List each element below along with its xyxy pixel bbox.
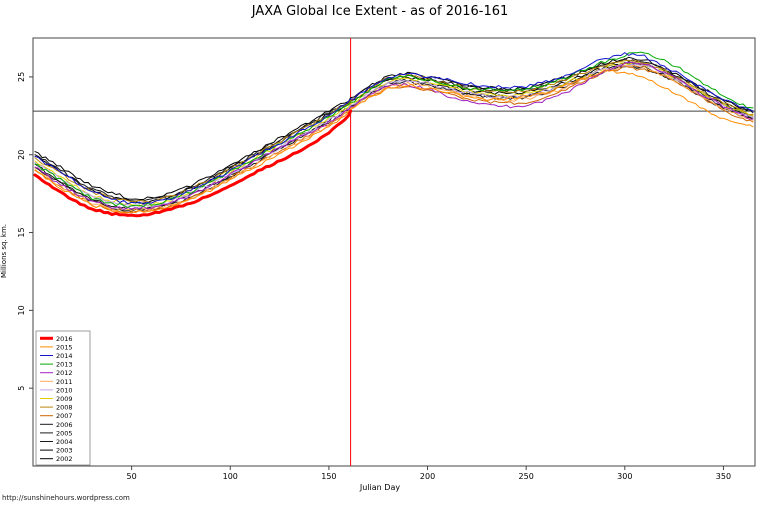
y-tick-label: 25: [17, 72, 26, 82]
legend-label-2016: 2016: [56, 335, 73, 343]
y-tick-label: 20: [17, 150, 26, 160]
legend-label-2004: 2004: [56, 438, 73, 446]
series-line-2004: [34, 58, 754, 202]
series-line-2011: [34, 64, 754, 212]
y-tick-label: 15: [17, 227, 26, 237]
x-tick-label: 250: [519, 472, 534, 481]
x-tick-label: 50: [127, 472, 137, 481]
legend-label-2012: 2012: [56, 369, 73, 377]
legend-label-2011: 2011: [56, 378, 73, 386]
legend-label-2003: 2003: [56, 447, 73, 455]
y-axis-label: Millions sq. km.: [0, 223, 8, 279]
legend-label-2008: 2008: [56, 404, 73, 412]
legend-label-2007: 2007: [56, 412, 73, 420]
legend-label-2010: 2010: [56, 386, 73, 394]
series-line-2012: [34, 61, 754, 211]
x-tick-label: 300: [617, 472, 632, 481]
y-tick-label: 10: [17, 305, 26, 315]
source-url-text: http://sunshinehours.wordpress.com: [2, 494, 130, 502]
series-line-2014: [34, 52, 754, 205]
x-axis-label: Julian Day: [359, 483, 401, 492]
series-line-2015: [34, 69, 754, 214]
legend-label-2006: 2006: [56, 421, 73, 429]
x-tick-label: 200: [420, 472, 435, 481]
plot-border: [32, 37, 756, 467]
x-tick-label: 100: [223, 472, 238, 481]
legend-label-2005: 2005: [56, 429, 73, 437]
y-tick-label: 5: [17, 386, 26, 391]
chart-title: JAXA Global Ice Extent - as of 2016-161: [251, 4, 509, 19]
legend-label-2002: 2002: [56, 455, 73, 463]
legend-label-2014: 2014: [56, 352, 73, 360]
x-tick-label: 350: [716, 472, 731, 481]
series-line-2016: [33, 109, 353, 218]
legend-label-2013: 2013: [56, 361, 73, 369]
legend-label-2009: 2009: [56, 395, 73, 403]
x-tick-label: 150: [321, 472, 336, 481]
series-line-2010: [34, 63, 754, 208]
legend-label-2015: 2015: [56, 343, 73, 351]
